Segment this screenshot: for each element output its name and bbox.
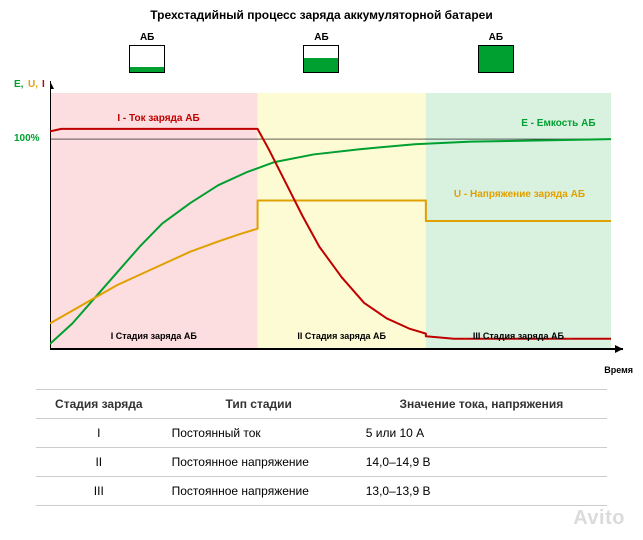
hundred-percent-label: 100% xyxy=(14,133,40,144)
table-cell: Постоянное напряжение xyxy=(162,477,356,506)
battery-label: АБ xyxy=(489,32,503,43)
col-value: Значение тока, напряжения xyxy=(356,390,607,419)
table-cell: Постоянный ток xyxy=(162,419,356,448)
curve-label-voltage: U - Напряжение заряда АБ xyxy=(454,189,585,200)
watermark: Avito xyxy=(573,507,625,530)
y-axis-label-E: E, xyxy=(14,79,23,90)
y-axis-label-U: U, xyxy=(28,79,38,90)
table-cell: 5 или 10 А xyxy=(356,419,607,448)
stage-table: Стадия заряда Тип стадии Значение тока, … xyxy=(36,389,607,506)
table-cell: I xyxy=(36,419,162,448)
battery-stage-1: АБ xyxy=(129,32,165,73)
page-title: Трехстадийный процесс заряда аккумулятор… xyxy=(0,0,643,22)
battery-row: АБ АБ АБ xyxy=(0,22,643,77)
battery-label: АБ xyxy=(140,32,154,43)
battery-icon xyxy=(478,45,514,73)
y-axis-label-I: I xyxy=(42,79,45,90)
curve-label-capacity: E - Емкость АБ xyxy=(521,118,595,129)
curve-label-current: I - Ток заряда АБ xyxy=(117,113,199,124)
battery-icon xyxy=(303,45,339,73)
stage-label-1: I Стадия заряда АБ xyxy=(111,331,197,341)
battery-label: АБ xyxy=(314,32,328,43)
table-row: IПостоянный ток5 или 10 А xyxy=(36,419,607,448)
battery-icon xyxy=(129,45,165,73)
table-cell: III xyxy=(36,477,162,506)
col-type: Тип стадии xyxy=(162,390,356,419)
x-axis-label: Время xyxy=(604,365,633,375)
table-cell: II xyxy=(36,448,162,477)
col-stage: Стадия заряда xyxy=(36,390,162,419)
chart-area: E, U, I 100% I - Ток заряда АБ U - Напря… xyxy=(50,81,623,361)
table-cell: Постоянное напряжение xyxy=(162,448,356,477)
table-cell: 13,0–13,9 В xyxy=(356,477,607,506)
battery-stage-3: АБ xyxy=(478,32,514,73)
stage-label-3: III Стадия заряда АБ xyxy=(473,331,564,341)
table-cell: 14,0–14,9 В xyxy=(356,448,607,477)
table-row: IIIПостоянное напряжение13,0–13,9 В xyxy=(36,477,607,506)
table-row: IIПостоянное напряжение14,0–14,9 В xyxy=(36,448,607,477)
table-header-row: Стадия заряда Тип стадии Значение тока, … xyxy=(36,390,607,419)
battery-stage-2: АБ xyxy=(303,32,339,73)
stage-label-2: II Стадия заряда АБ xyxy=(297,331,386,341)
